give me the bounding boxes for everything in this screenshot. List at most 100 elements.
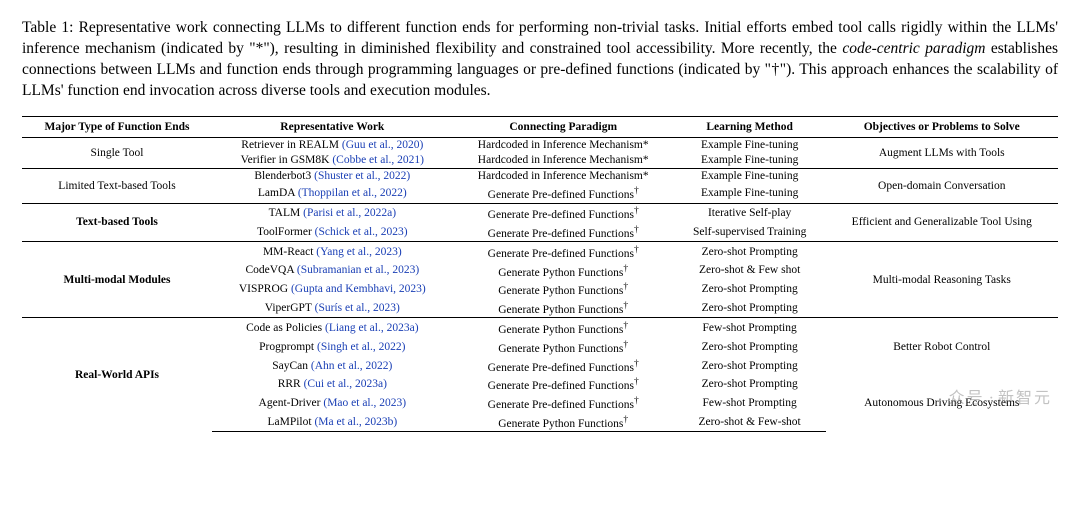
citation-link[interactable]: (Cobbe et al., 2021) [332,154,424,166]
work-cell: Code as Policies (Liang et al., 2023a) [212,318,453,337]
dagger-icon: † [634,185,639,196]
method-cell: Zero-shot Prompting [674,375,826,394]
category-cell: Text-based Tools [22,203,212,242]
paradigm-cell: Generate Python Functions† [453,261,674,280]
paradigm-cell: Generate Pre-defined Functions† [453,356,674,375]
citation-link[interactable]: (Thoppilan et al., 2022) [298,187,407,199]
work-cell: LaMPilot (Ma et al., 2023b) [212,413,453,432]
work-cell: Blenderbot3 (Shuster et al., 2022) [212,168,453,184]
objective-cell: Efficient and Generalizable Tool Using [826,203,1059,242]
table-row: Real-World APIsCode as Policies (Liang e… [22,318,1058,337]
table-caption: Table 1: Representative work connecting … [22,18,1058,102]
citation-link[interactable]: (Gupta and Kembhavi, 2023) [291,283,426,295]
citation-link[interactable]: (Ahn et al., 2022) [311,360,392,372]
citation-link[interactable]: (Parisi et al., 2022a) [303,207,396,219]
citation-link[interactable]: (Ma et al., 2023b) [314,416,397,428]
dagger-icon: † [623,414,628,425]
citation-link[interactable]: (Cui et al., 2023a) [304,378,387,390]
paradigm-cell: Generate Python Functions† [453,299,674,318]
paradigm-cell: Hardcoded in Inference Mechanism* [453,153,674,169]
comparison-table: Major Type of Function Ends Representati… [22,116,1058,433]
table-row: Limited Text-based ToolsBlenderbot3 (Shu… [22,168,1058,184]
method-cell: Example Fine-tuning [674,184,826,203]
citation-link[interactable]: (Yang et al., 2023) [316,246,401,258]
method-cell: Example Fine-tuning [674,153,826,169]
dagger-icon: † [634,244,639,255]
work-cell: ToolFormer (Schick et al., 2023) [212,222,453,241]
dagger-icon: † [634,224,639,235]
method-cell: Zero-shot Prompting [674,242,826,261]
citation-link[interactable]: (Schick et al., 2023) [315,226,408,238]
work-cell: Agent-Driver (Mao et al., 2023) [212,394,453,413]
work-name: Code as Policies [246,322,325,334]
col-header: Major Type of Function Ends [22,116,212,137]
work-name: Verifier in GSM8K [241,154,333,166]
work-name: Retriever in REALM [241,139,342,151]
category-cell: Single Tool [22,137,212,168]
dagger-icon: † [634,358,639,369]
dagger-icon: † [623,263,628,274]
work-name: LamDA [258,187,298,199]
method-cell: Zero-shot Prompting [674,299,826,318]
method-cell: Zero-shot & Few-shot [674,413,826,432]
citation-link[interactable]: (Liang et al., 2023a) [325,322,419,334]
objective-cell: Augment LLMs with Tools [826,137,1059,168]
method-cell: Zero-shot Prompting [674,356,826,375]
objective-cell: Open-domain Conversation [826,168,1059,203]
work-name: VISPROG [239,283,291,295]
work-cell: MM-React (Yang et al., 2023) [212,242,453,261]
work-cell: SayCan (Ahn et al., 2022) [212,356,453,375]
work-name: CodeVQA [245,264,296,276]
table-header-row: Major Type of Function Ends Representati… [22,116,1058,137]
work-cell: LamDA (Thoppilan et al., 2022) [212,184,453,203]
paradigm-cell: Generate Python Functions† [453,337,674,356]
method-cell: Few-shot Prompting [674,394,826,413]
paradigm-cell: Generate Pre-defined Functions† [453,203,674,222]
caption-prefix: Table 1: [22,19,79,36]
dagger-icon: † [623,300,628,311]
paradigm-cell: Hardcoded in Inference Mechanism* [453,168,674,184]
citation-link[interactable]: (Subramanian et al., 2023) [297,264,419,276]
objective-cell: Better Robot Control [826,318,1059,375]
col-header: Learning Method [674,116,826,137]
work-cell: TALM (Parisi et al., 2022a) [212,203,453,222]
citation-link[interactable]: (Shuster et al., 2022) [314,170,410,182]
col-header: Objectives or Problems to Solve [826,116,1059,137]
work-cell: Progprompt (Singh et al., 2022) [212,337,453,356]
work-name: Agent-Driver [259,397,324,409]
work-cell: CodeVQA (Subramanian et al., 2023) [212,261,453,280]
paradigm-cell: Generate Python Functions† [453,413,674,432]
work-name: TALM [269,207,304,219]
method-cell: Few-shot Prompting [674,318,826,337]
method-cell: Example Fine-tuning [674,168,826,184]
dagger-icon: † [623,339,628,350]
citation-link[interactable]: (Guu et al., 2020) [342,139,423,151]
citation-link[interactable]: (Surís et al., 2023) [315,302,400,314]
objective-cell: Autonomous Driving Ecosystems [826,375,1059,432]
table-row: Multi-modal ModulesMM-React (Yang et al.… [22,242,1058,261]
work-name: ViperGPT [265,302,315,314]
paradigm-cell: Generate Python Functions† [453,280,674,299]
method-cell: Zero-shot Prompting [674,337,826,356]
work-name: Blenderbot3 [254,170,314,182]
table-row: Single ToolRetriever in REALM (Guu et al… [22,137,1058,153]
work-name: ToolFormer [257,226,315,238]
method-cell: Iterative Self-play [674,203,826,222]
dagger-icon: † [623,320,628,331]
dagger-icon: † [634,395,639,406]
col-header: Connecting Paradigm [453,116,674,137]
method-cell: Zero-shot Prompting [674,280,826,299]
caption-emph: code-centric paradigm [842,40,985,57]
work-name: Progprompt [259,341,317,353]
work-cell: ViperGPT (Surís et al., 2023) [212,299,453,318]
col-header: Representative Work [212,116,453,137]
citation-link[interactable]: (Mao et al., 2023) [323,397,406,409]
method-cell: Zero-shot & Few shot [674,261,826,280]
method-cell: Self-supervised Training [674,222,826,241]
work-cell: RRR (Cui et al., 2023a) [212,375,453,394]
category-cell: Real-World APIs [22,318,212,432]
citation-link[interactable]: (Singh et al., 2022) [317,341,405,353]
category-cell: Multi-modal Modules [22,242,212,318]
dagger-icon: † [634,376,639,387]
paradigm-cell: Generate Pre-defined Functions† [453,375,674,394]
